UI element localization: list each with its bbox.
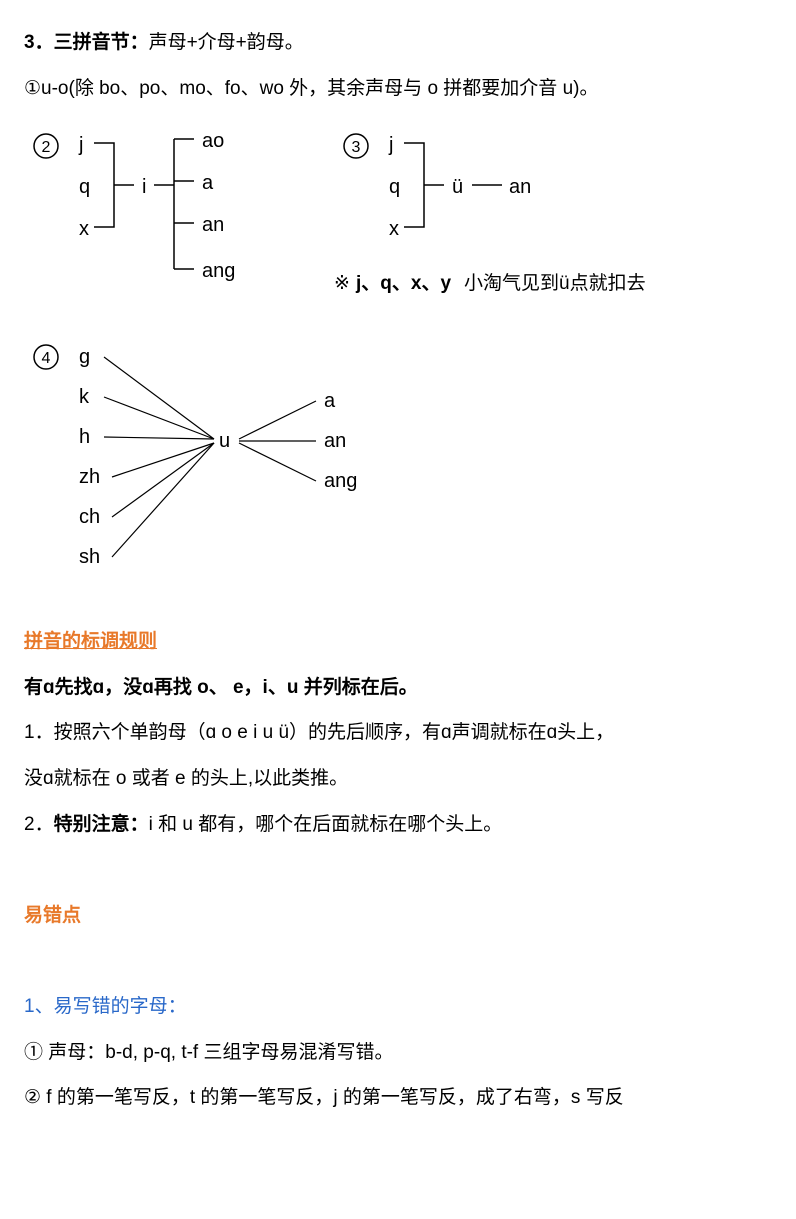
circled-4: 4 xyxy=(42,350,51,367)
tone-p2: 2．特别注意：i 和 u 都有，哪个在后面就标在哪个头上。 xyxy=(24,802,772,848)
d4-left-5: sh xyxy=(79,546,100,568)
diagram-row-1: 2 j q x i ao a an ang 3 j q x ü an ※ j、q… xyxy=(24,121,772,315)
err-p2: ② f 的第一笔写反，t 的第一笔写反，j 的第一笔写反，成了右弯，s 写反 xyxy=(24,1075,772,1121)
circled-2: 2 xyxy=(42,139,51,156)
tone-p1b: 没ɑ就标在 o 或者 e 的头上,以此类推。 xyxy=(24,756,772,802)
tone-p2c: i 和 u 都有，哪个在后面就标在哪个头上。 xyxy=(149,814,503,835)
diagram-2-3-svg: 2 j q x i ao a an ang 3 j q x ü an ※ j、q… xyxy=(24,121,774,311)
d3-left-0: j xyxy=(388,134,393,156)
d4-right-2: ang xyxy=(324,470,357,492)
d4-right-0: a xyxy=(324,390,336,412)
d4-left-4: ch xyxy=(79,506,100,528)
tone-rule-bold: 有ɑ先找ɑ，没ɑ再找 o、 e，i、u 并列标在后。 xyxy=(24,665,772,711)
d2-mid: i xyxy=(142,176,146,198)
title-label: 3．三拼音节： xyxy=(24,32,149,53)
title-rest: 声母+介母+韵母。 xyxy=(149,32,304,53)
err-h1: 1、易写错的字母： xyxy=(24,984,772,1030)
heading-err: 易错点 xyxy=(24,893,772,939)
d2-right-2: an xyxy=(202,214,224,236)
diagram-4-svg: 4 g k h zh ch sh u a an ang xyxy=(24,335,524,595)
d4-left-2: h xyxy=(79,426,90,448)
err-p1: ① 声母：b-d, p-q, t-f 三组字母易混淆写错。 xyxy=(24,1030,772,1076)
d3-left-1: q xyxy=(389,176,400,198)
tone-p2b: 特别注意： xyxy=(54,814,149,835)
d3-right: an xyxy=(509,176,531,198)
d3-mid: ü xyxy=(452,176,463,198)
diagram-row-2: 4 g k h zh ch sh u a an ang xyxy=(24,335,772,599)
d4-mid: u xyxy=(219,430,230,452)
d4-right-1: an xyxy=(324,430,346,452)
d2-right-1: a xyxy=(202,172,214,194)
d3-left-2: x xyxy=(389,218,399,240)
note-prefix: ※ xyxy=(334,273,350,294)
d4-left-3: zh xyxy=(79,466,100,488)
note-rest: 小淘气见到ü点就扣去 xyxy=(464,272,646,294)
d2-left-1: q xyxy=(79,176,90,198)
d4-left-1: k xyxy=(79,386,90,408)
circled-3: 3 xyxy=(352,139,361,156)
section-title: 3．三拼音节：声母+介母+韵母。 xyxy=(24,20,772,66)
tone-p1a: 1．按照六个单韵母（ɑ o e i u ü）的先后顺序，有ɑ声调就标在ɑ头上， xyxy=(24,710,772,756)
d4-left-0: g xyxy=(79,346,90,368)
paragraph-1: ①u-o(除 bo、po、mo、fo、wo 外，其余声母与 o 拼都要加介音 u… xyxy=(24,66,772,112)
d2-left-0: j xyxy=(78,134,83,156)
d2-right-3: ang xyxy=(202,260,235,282)
note-bold: j、q、x、y xyxy=(355,273,451,294)
tone-p2a: 2． xyxy=(24,814,54,835)
heading-tone: 拼音的标调规则 xyxy=(24,619,772,665)
d2-right-0: ao xyxy=(202,130,224,152)
d2-left-2: x xyxy=(79,218,89,240)
